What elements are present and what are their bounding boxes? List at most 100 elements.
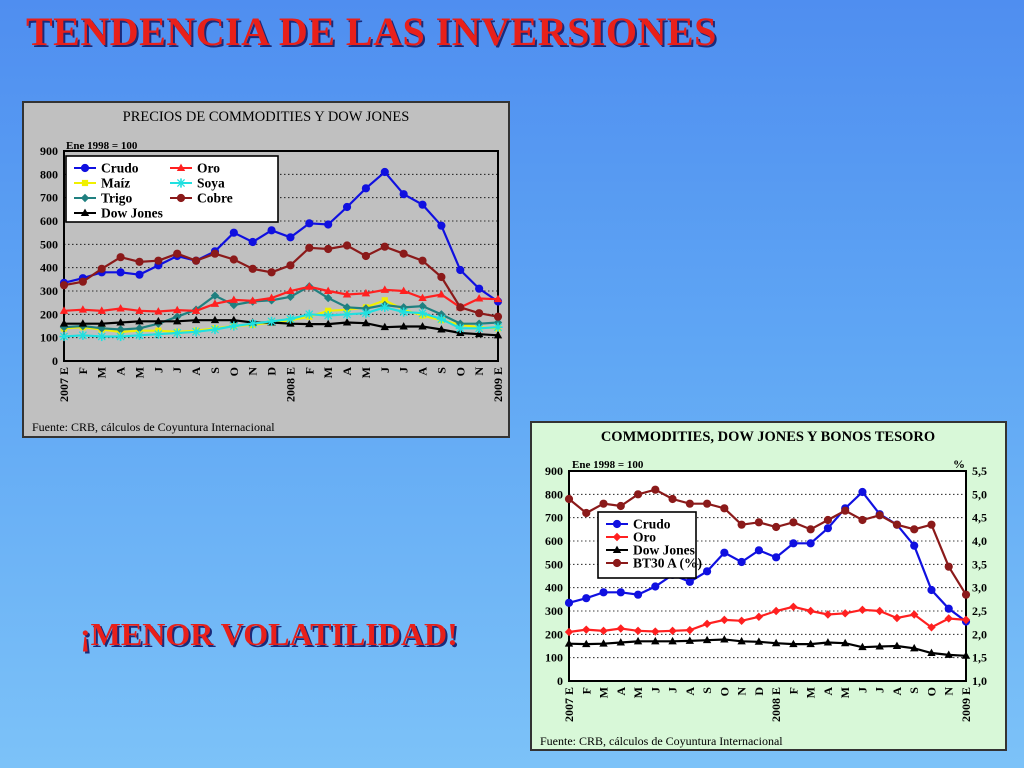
data-point bbox=[651, 636, 660, 645]
data-point bbox=[191, 256, 201, 265]
data-point bbox=[651, 582, 660, 591]
data-point bbox=[823, 638, 833, 646]
data-point bbox=[248, 237, 257, 247]
data-point bbox=[361, 288, 371, 297]
data-point bbox=[135, 316, 144, 325]
data-point bbox=[78, 277, 87, 286]
data-point bbox=[172, 328, 182, 338]
data-point bbox=[599, 588, 608, 597]
x-tick-label: S bbox=[434, 367, 448, 374]
data-point bbox=[455, 323, 465, 333]
x-tick-label: M bbox=[132, 367, 146, 378]
data-point bbox=[944, 650, 953, 658]
data-point bbox=[361, 318, 371, 327]
data-point bbox=[668, 494, 677, 504]
x-tick-label: A bbox=[189, 367, 203, 376]
data-point bbox=[493, 322, 503, 332]
y-tick-label: 400 bbox=[545, 581, 563, 595]
data-point bbox=[858, 515, 867, 525]
y-tick-label: 0 bbox=[557, 674, 563, 688]
data-point bbox=[927, 648, 936, 656]
series-line bbox=[568, 638, 967, 657]
data-point bbox=[651, 485, 660, 494]
data-point bbox=[418, 301, 427, 311]
y2-tick-label: 3,0 bbox=[972, 581, 987, 595]
data-point bbox=[582, 508, 591, 518]
data-point bbox=[97, 331, 107, 342]
data-point bbox=[361, 184, 371, 193]
data-point bbox=[229, 300, 239, 310]
chart-panel-commodities-dow: PRECIOS DE COMMODITIES Y DOW JONES Ene 1… bbox=[22, 101, 510, 438]
data-point bbox=[772, 522, 781, 532]
data-point bbox=[616, 624, 625, 633]
series-oro bbox=[564, 602, 971, 637]
y-tick-label: 600 bbox=[545, 534, 563, 548]
series-cobre bbox=[59, 241, 503, 321]
data-point bbox=[474, 323, 484, 333]
data-point bbox=[599, 626, 608, 636]
data-point bbox=[135, 257, 144, 266]
x-tick-label: J bbox=[855, 687, 869, 693]
x-tick-label: 2007 E bbox=[57, 367, 71, 402]
x-tick-label: M bbox=[359, 367, 373, 378]
x-tick-label: J bbox=[397, 367, 411, 373]
slide-slogan: ¡MENOR VOLATILIDAD! bbox=[80, 616, 458, 652]
data-point bbox=[248, 319, 258, 329]
data-point bbox=[116, 268, 125, 277]
data-point bbox=[323, 293, 333, 303]
data-point bbox=[702, 567, 712, 576]
data-point bbox=[324, 220, 333, 229]
legend-item: Dow Jones bbox=[606, 543, 695, 558]
x-tick-label: J bbox=[170, 367, 184, 373]
data-point bbox=[417, 308, 428, 318]
data-point bbox=[229, 295, 239, 303]
x-tick-label: O bbox=[453, 367, 467, 376]
legend-marker bbox=[81, 179, 89, 187]
data-point bbox=[191, 315, 201, 324]
data-point bbox=[841, 506, 850, 515]
legend-label: Oro bbox=[197, 161, 220, 176]
data-point bbox=[806, 539, 815, 548]
y2-tick-label: 4,0 bbox=[972, 534, 987, 548]
x-tick-label: 2007 E bbox=[562, 687, 576, 722]
x-tick-label: S bbox=[208, 367, 222, 374]
data-point bbox=[944, 604, 953, 613]
y-tick-label: 700 bbox=[545, 511, 563, 525]
data-point bbox=[437, 272, 446, 282]
slide-title: TENDENCIA DE LAS INVERSIONES bbox=[26, 9, 717, 54]
x-tick-label: F bbox=[302, 367, 316, 374]
y-tick-label: 900 bbox=[40, 144, 58, 158]
data-point bbox=[59, 306, 69, 314]
data-point bbox=[616, 588, 625, 597]
legend-marker bbox=[176, 193, 186, 203]
data-point bbox=[806, 525, 815, 534]
x-tick-label: M bbox=[631, 687, 645, 698]
y2-unit-label: % bbox=[953, 457, 965, 471]
data-point bbox=[323, 286, 333, 294]
data-point bbox=[97, 264, 106, 273]
series-bt30-a bbox=[564, 485, 971, 599]
y-tick-label: 500 bbox=[40, 237, 58, 251]
series-dow-jones bbox=[564, 635, 971, 659]
data-point bbox=[754, 546, 763, 555]
data-point bbox=[59, 281, 69, 290]
data-point bbox=[305, 319, 314, 328]
x-tick-label: N bbox=[246, 367, 260, 376]
data-point bbox=[737, 520, 746, 529]
data-point bbox=[456, 265, 465, 275]
data-point bbox=[823, 524, 833, 533]
legend-item: Crudo bbox=[606, 517, 671, 532]
data-point bbox=[210, 315, 220, 324]
x-tick-label: N bbox=[735, 687, 749, 696]
data-point bbox=[78, 319, 88, 327]
data-point bbox=[248, 296, 257, 304]
x-tick-label: M bbox=[597, 687, 611, 698]
legend-item: Dow Jones bbox=[74, 206, 163, 221]
data-point bbox=[789, 639, 798, 648]
legend-marker bbox=[612, 558, 622, 568]
x-tick-label: O bbox=[924, 687, 938, 696]
series-soya bbox=[59, 302, 503, 342]
chart-source: Fuente: CRB, cálculos de Coyuntura Inter… bbox=[540, 734, 783, 748]
